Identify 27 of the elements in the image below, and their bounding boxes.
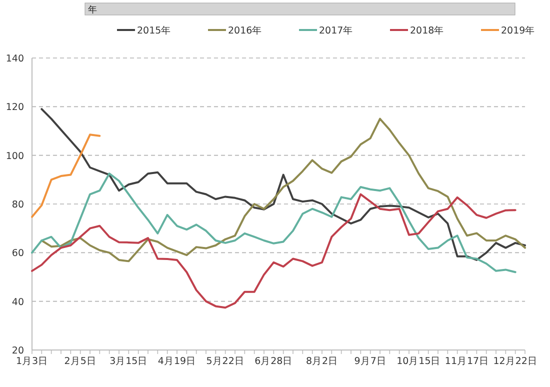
x-tick-label: 12月22日 <box>493 356 538 367</box>
x-tick-label: 5月22日 <box>206 356 244 367</box>
legend-label: 2019年 <box>501 24 536 36</box>
legend-label: 2017年 <box>319 24 354 36</box>
y-tick-label: 40 <box>12 296 24 308</box>
x-tick-label: 6月28日 <box>254 356 293 367</box>
y-tick-label: 120 <box>6 102 24 114</box>
y-tick-label: 80 <box>12 200 24 210</box>
x-tick-label: 1月3日 <box>16 356 48 367</box>
x-tick-label: 3月15日 <box>110 356 148 367</box>
legend-label: 2015年 <box>137 24 172 36</box>
line-series <box>31 134 101 218</box>
x-tick-label: 8月2日 <box>306 356 338 367</box>
legend-title: 年 <box>88 4 97 16</box>
x-tick-label: 4月19日 <box>158 356 196 367</box>
x-tick-label: 11月17日 <box>444 356 490 367</box>
line-series <box>31 172 516 274</box>
x-tick-label: 10月15日 <box>396 356 441 367</box>
line-series <box>31 193 516 309</box>
legend-label: 2016年 <box>228 24 262 36</box>
y-tick-label: 60 <box>12 248 24 260</box>
x-tick-label: 2月5日 <box>64 356 96 367</box>
y-tick-label: 20 <box>12 346 24 356</box>
y-tick-label: 140 <box>6 54 24 64</box>
y-tick-label: 100 <box>6 150 24 162</box>
x-tick-label: 9月7日 <box>354 356 386 367</box>
legend-label: 2018年 <box>410 24 444 36</box>
